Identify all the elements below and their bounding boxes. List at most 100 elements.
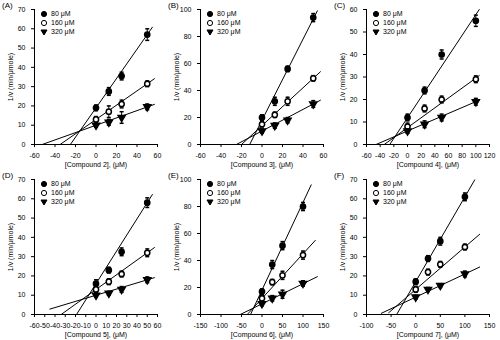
svg-text:40: 40 [18, 234, 26, 241]
svg-text:100: 100 [459, 322, 471, 329]
svg-text:-30: -30 [60, 322, 70, 329]
svg-text:40: 40 [133, 322, 141, 329]
svg-text:-100: -100 [359, 322, 373, 329]
svg-text:50: 50 [436, 322, 444, 329]
svg-text:20: 20 [417, 152, 425, 159]
svg-text:10: 10 [18, 121, 26, 128]
svg-text:60: 60 [350, 195, 358, 202]
svg-text:50: 50 [279, 322, 287, 329]
svg-text:0: 0 [354, 141, 358, 148]
svg-text:20: 20 [184, 284, 192, 291]
svg-text:20: 20 [18, 102, 26, 109]
svg-text:80: 80 [184, 203, 192, 210]
svg-text:70: 70 [18, 6, 26, 13]
svg-text:40: 40 [299, 152, 307, 159]
svg-text:40: 40 [133, 152, 141, 159]
svg-text:150: 150 [318, 322, 330, 329]
svg-text:100: 100 [180, 176, 192, 183]
svg-text:60: 60 [184, 230, 192, 237]
svg-text:30: 30 [18, 83, 26, 90]
svg-text:20: 20 [279, 152, 287, 159]
svg-text:[Compound 4], (μM): [Compound 4], (μM) [397, 161, 459, 169]
svg-text:70: 70 [18, 176, 26, 183]
svg-text:120: 120 [484, 152, 496, 159]
svg-text:-60: -60 [195, 152, 205, 159]
svg-text:30: 30 [350, 253, 358, 260]
svg-text:20: 20 [350, 272, 358, 279]
svg-text:0: 0 [414, 322, 418, 329]
svg-text:40: 40 [431, 152, 439, 159]
svg-text:80: 80 [458, 152, 466, 159]
svg-text:50: 50 [143, 322, 151, 329]
svg-text:-40: -40 [375, 152, 385, 159]
svg-text:[Compound 6], (μM): [Compound 6], (μM) [231, 331, 293, 339]
svg-text:0: 0 [94, 322, 98, 329]
svg-text:-60: -60 [361, 152, 371, 159]
svg-text:30: 30 [350, 73, 358, 80]
svg-text:20: 20 [184, 114, 192, 121]
svg-text:10: 10 [102, 322, 110, 329]
svg-text:0: 0 [260, 322, 264, 329]
svg-text:[Compound 5], (μM): [Compound 5], (μM) [65, 331, 127, 339]
svg-text:[Compound 7], (μM): [Compound 7], (μM) [397, 331, 459, 339]
svg-text:-50: -50 [40, 322, 50, 329]
svg-text:0: 0 [354, 311, 358, 318]
svg-text:-20: -20 [70, 152, 80, 159]
svg-text:40: 40 [184, 87, 192, 94]
svg-text:80: 80 [184, 33, 192, 40]
svg-text:50: 50 [18, 214, 26, 221]
svg-text:-40: -40 [216, 152, 226, 159]
svg-text:0: 0 [94, 152, 98, 159]
svg-text:1/v (min/μmole): 1/v (min/μmole) [173, 53, 181, 101]
svg-text:0: 0 [260, 152, 264, 159]
svg-text:1/v (min/μmole): 1/v (min/μmole) [339, 223, 347, 271]
svg-text:-60: -60 [29, 152, 39, 159]
svg-text:20: 20 [113, 322, 121, 329]
svg-text:1/v (min/μmole): 1/v (min/μmole) [339, 53, 347, 101]
svg-text:0: 0 [188, 311, 192, 318]
svg-text:30: 30 [18, 253, 26, 260]
svg-text:10: 10 [350, 291, 358, 298]
svg-text:-20: -20 [236, 152, 246, 159]
svg-text:150: 150 [484, 322, 496, 329]
svg-text:0: 0 [22, 141, 26, 148]
svg-text:10: 10 [18, 291, 26, 298]
svg-text:-100: -100 [214, 322, 228, 329]
svg-text:-40: -40 [50, 322, 60, 329]
svg-text:100: 100 [470, 152, 482, 159]
svg-text:1/v (min/μmole): 1/v (min/μmole) [7, 53, 15, 101]
svg-text:60: 60 [445, 152, 453, 159]
svg-text:50: 50 [350, 214, 358, 221]
svg-text:-10: -10 [81, 322, 91, 329]
svg-text:0: 0 [22, 311, 26, 318]
svg-text:60: 60 [154, 152, 162, 159]
svg-text:0: 0 [406, 152, 410, 159]
svg-text:10: 10 [350, 118, 358, 125]
svg-text:-150: -150 [193, 322, 207, 329]
svg-text:1/v (min/μmole): 1/v (min/μmole) [173, 223, 181, 271]
svg-text:1/v (min/μmole): 1/v (min/μmole) [7, 223, 15, 271]
svg-text:20: 20 [18, 272, 26, 279]
svg-text:-20: -20 [70, 322, 80, 329]
svg-text:-50: -50 [386, 322, 396, 329]
svg-text:60: 60 [18, 195, 26, 202]
svg-text:40: 40 [350, 234, 358, 241]
svg-text:100: 100 [297, 322, 309, 329]
svg-text:60: 60 [154, 322, 162, 329]
svg-text:50: 50 [18, 44, 26, 51]
svg-text:[Compound 3], (μM): [Compound 3], (μM) [231, 161, 293, 169]
svg-text:20: 20 [113, 152, 121, 159]
svg-text:70: 70 [350, 176, 358, 183]
svg-text:0: 0 [188, 141, 192, 148]
svg-text:60: 60 [320, 152, 328, 159]
svg-text:60: 60 [184, 60, 192, 67]
svg-text:60: 60 [18, 25, 26, 32]
svg-text:60: 60 [350, 6, 358, 13]
svg-text:40: 40 [18, 64, 26, 71]
svg-text:-50: -50 [236, 322, 246, 329]
svg-text:40: 40 [184, 257, 192, 264]
svg-text:-40: -40 [50, 152, 60, 159]
svg-text:[Compound 2], (μM): [Compound 2], (μM) [65, 161, 127, 169]
svg-text:50: 50 [350, 28, 358, 35]
svg-text:40: 40 [350, 51, 358, 58]
